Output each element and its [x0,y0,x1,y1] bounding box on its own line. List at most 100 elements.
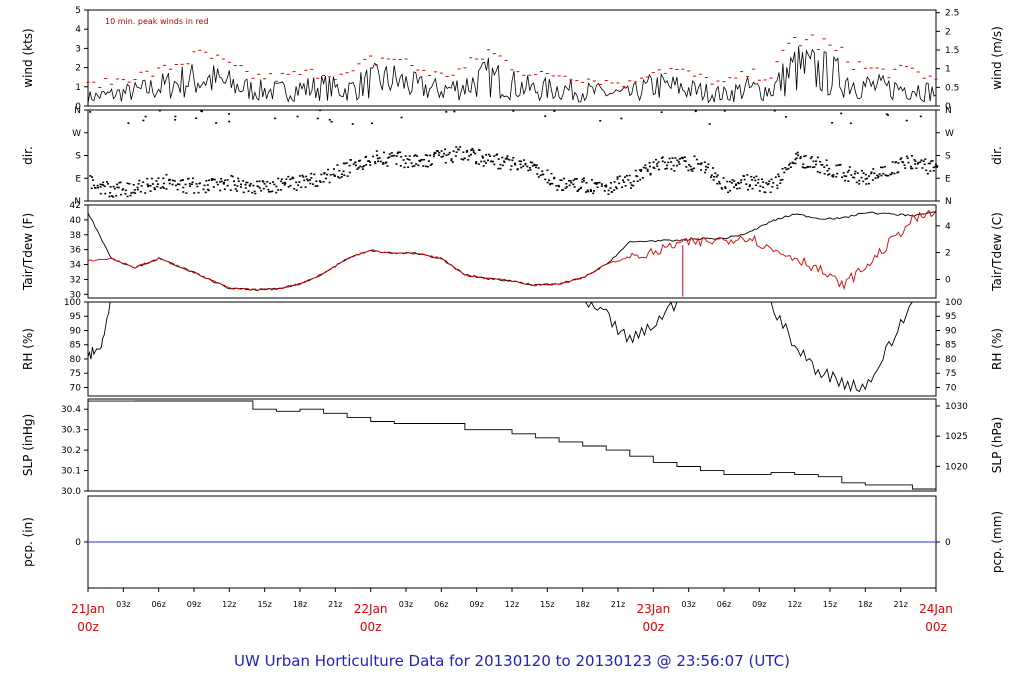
dir-point [765,182,768,184]
dir-ytick-right-label: N [945,106,952,116]
x-hour-label: 15z [540,600,554,609]
dir-point [581,178,584,181]
dir-point [873,172,876,175]
dir-point [388,153,391,155]
dir-point [616,178,619,180]
dir-point [788,164,791,166]
dir-point [769,191,772,194]
dir-point [308,179,311,181]
dir-point [463,157,466,160]
dir-point [203,184,206,187]
dir-point [429,154,432,157]
dir-point [574,178,577,180]
dir-point [699,163,702,166]
dir-point [313,173,316,176]
wind-panel-frame [87,9,937,107]
dir-point [193,192,196,194]
dir-point [430,163,433,165]
dir-point [772,182,775,184]
dir-point [467,159,470,161]
x-hour-label: 12z [787,600,801,609]
dir-point [181,179,184,181]
dir-point [878,173,881,175]
dir-point [365,155,368,158]
pcp-ylabel-right: pcp. (mm) [990,511,1004,573]
dir-point [815,160,818,163]
dir-point [589,189,592,191]
dir-point [124,189,127,192]
dir-point [648,165,651,168]
dir-point [870,172,873,175]
dir-point [474,152,477,155]
dir-ytick-right-label: E [945,174,951,184]
dir-point [586,189,589,192]
wind-ylabel-right: wind (m/s) [990,26,1004,90]
dir-point [323,172,326,174]
dir-point [676,159,679,162]
dir-point [142,119,145,122]
dir-point [831,175,834,177]
dir-point [727,191,730,194]
dir-point [616,176,619,178]
slp-ytick-label: 30.3 [61,426,81,436]
dir-point [827,173,830,176]
dir-point [96,186,99,189]
dir-point [629,187,632,189]
dir-point [683,160,686,162]
dir-point [836,172,839,175]
temp-ytick-label: 36 [70,246,82,256]
wind-ytick-label: 5 [75,6,81,16]
dir-point [182,191,185,193]
dir-point [506,158,509,160]
dir-point [603,190,606,192]
dir-point [923,163,926,166]
dir-point [603,184,606,187]
dir-point [190,183,193,186]
dir-point [251,191,254,194]
dir-point [705,165,708,168]
dir-point [887,174,890,177]
dir-point [560,179,563,182]
dir-point [92,179,95,181]
dir-point [787,167,790,170]
dir-point [162,187,165,189]
dir-point [447,153,450,156]
dir-point [306,178,309,181]
dir-point [268,191,271,193]
dir-point [369,164,372,166]
dir-point [275,191,278,194]
dir-point [700,162,703,165]
wind-ylabel: wind (kts) [21,28,35,87]
dir-point [149,190,152,192]
temp-ylabel: Tair/Tdew (F) [21,213,35,291]
dir-point [749,184,752,186]
dir-point [751,187,754,190]
dir-point [316,117,319,120]
dir-point [219,189,222,192]
dir-point [440,150,443,152]
wind-ytick-right-label: 2.5 [945,9,959,19]
dir-point [267,188,270,191]
dir-point [527,169,530,172]
dir-point [493,155,496,157]
dir-point [526,165,529,168]
dir-point [298,181,301,183]
dir-point [486,159,489,162]
dir-point [891,171,894,174]
temp-dew-line [87,209,937,292]
dir-point [198,182,201,184]
dir-point [609,182,612,184]
dir-point [307,179,310,182]
dir-point [661,156,664,158]
dir-point [345,162,348,164]
dir-point [343,162,346,165]
dir-point [440,156,443,158]
dir-point [883,165,886,168]
dir-point [356,168,359,170]
dir-point [847,169,850,172]
dir-point [388,156,391,158]
dir-point [811,166,814,169]
dir-point [711,167,714,169]
x-hour-label: 09z [469,600,483,609]
